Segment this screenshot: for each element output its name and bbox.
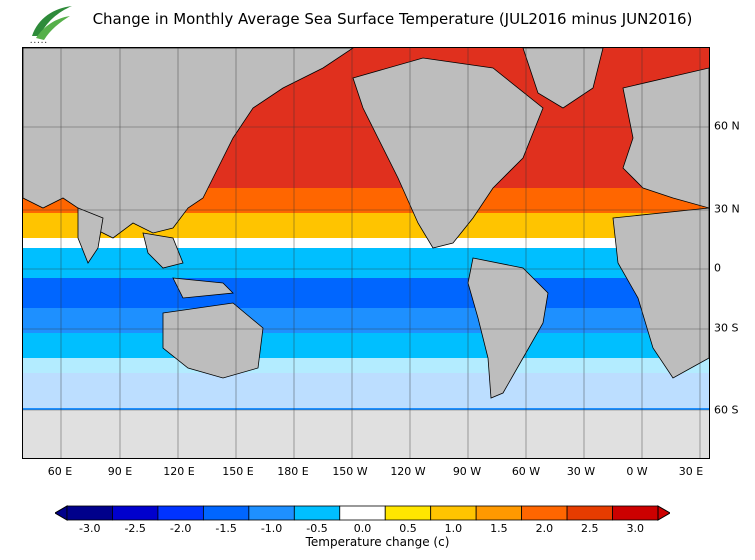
longitude-label: 90 E: [107, 465, 133, 478]
longitude-label: 90 W: [452, 465, 482, 478]
colorbar-segment: [612, 505, 659, 521]
longitude-label: 150 W: [332, 465, 368, 478]
longitude-label: 180 E: [277, 465, 309, 478]
colorbar-segment: [157, 505, 204, 521]
colorbar-min-arrow: [55, 505, 68, 521]
colorbar-segment: [430, 505, 477, 521]
colorbar-tick-label: -1.0: [260, 522, 283, 535]
colorbar-tick-label: -2.5: [124, 522, 146, 535]
longitude-label: 60 W: [511, 465, 541, 478]
map-title: Change in Monthly Average Sea Surface Te…: [92, 10, 693, 28]
latitude-label: 60 N: [714, 119, 740, 133]
colorbar-segment: [66, 505, 113, 521]
longitude-label: 30 W: [566, 465, 596, 478]
longitude-label: 30 E: [678, 465, 704, 478]
colorbar-tick-label: 1.5: [490, 522, 508, 535]
colorbar-tick-label: 2.5: [581, 522, 599, 535]
antarctic-ice: [23, 410, 709, 458]
longitude-label: 120 E: [163, 465, 195, 478]
colorbar-segment: [475, 505, 523, 521]
colorbar-tick-label: -2.0: [169, 522, 192, 535]
colorbar-title: Temperature change (c): [305, 535, 450, 549]
land-masses: [23, 48, 709, 399]
latitude-label: 30 S: [714, 321, 739, 335]
colorbar-segment: [521, 505, 568, 521]
longitude-label: 60 E: [47, 465, 73, 478]
sst-change-map: [22, 47, 710, 459]
latitude-label: 60 S: [714, 403, 739, 417]
colorbar-tick-label: -1.5: [215, 522, 237, 535]
colorbar-segment: [202, 505, 250, 521]
graticule: [23, 48, 709, 458]
colorbar-max-arrow: [657, 505, 670, 521]
colorbar-segment: [339, 505, 386, 521]
colorbar-tick-label: 0.0: [353, 522, 372, 535]
colorbar-segment: [566, 505, 613, 521]
longitude-label: 150 E: [222, 465, 254, 478]
colorbar-segment: [293, 505, 341, 521]
latitude-label: 0: [714, 261, 721, 275]
colorbar-tick-label: 1.0: [444, 522, 463, 535]
latitude-label: 30 N: [714, 202, 740, 216]
colorbar: [55, 505, 670, 521]
colorbar-segment: [112, 505, 159, 521]
colorbar-tick-label: -0.5: [306, 522, 328, 535]
colorbar-segment: [384, 505, 432, 521]
agency-logo: • • • • •: [30, 6, 72, 45]
colorbar-tick-label: 2.0: [535, 522, 554, 535]
colorbar-segment: [248, 505, 295, 521]
svg-text:• • • • •: • • • • •: [30, 40, 47, 45]
colorbar-tick-label: 3.0: [626, 522, 645, 535]
colorbar-tick-label: 0.5: [399, 522, 417, 535]
map-canvas: [23, 48, 709, 458]
longitude-label: 0 W: [626, 465, 648, 478]
colorbar-tick-label: -3.0: [78, 522, 101, 535]
longitude-label: 120 W: [390, 465, 426, 478]
